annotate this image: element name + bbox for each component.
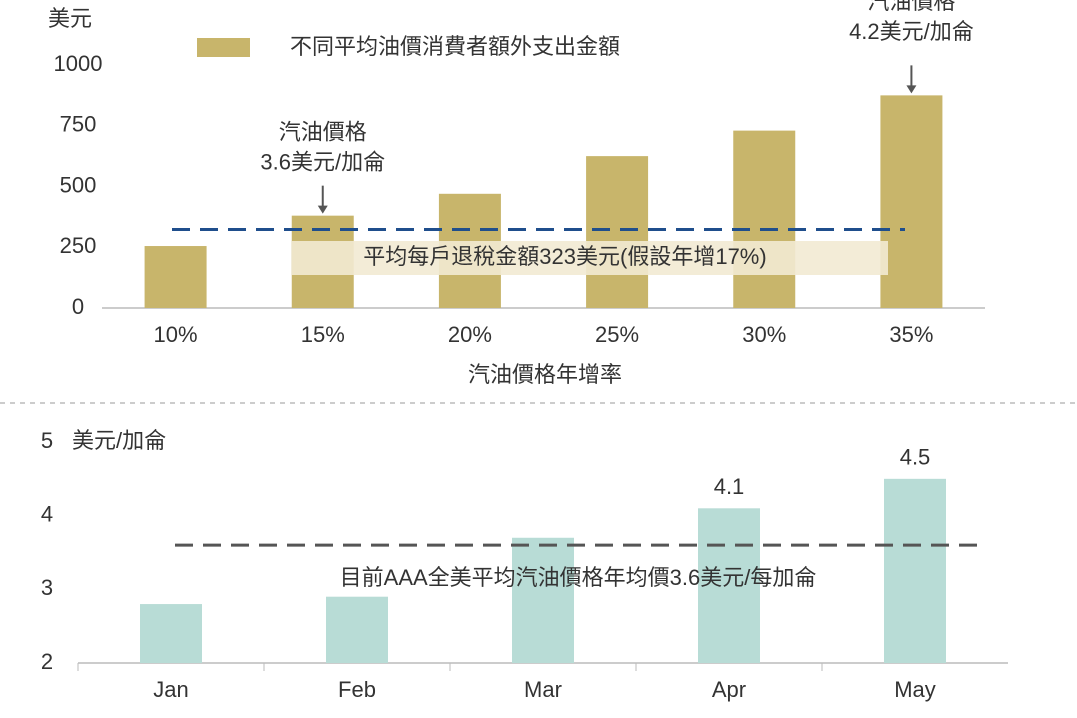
annotation-arrowhead	[906, 85, 917, 94]
value-label: 4.5	[900, 445, 931, 470]
y-axis-label: 美元	[48, 6, 92, 31]
annotation-arrowhead	[317, 205, 328, 214]
y-tick-label: 3	[41, 575, 53, 600]
legend-swatch	[197, 38, 250, 57]
x-tick-label: Apr	[712, 677, 746, 702]
bar	[880, 95, 943, 308]
y-tick-label: 0	[72, 294, 84, 319]
x-tick-label: Feb	[338, 677, 376, 702]
y-tick-label: 1000	[54, 51, 103, 76]
bar	[586, 156, 649, 308]
bar	[698, 508, 760, 663]
bar	[884, 478, 946, 663]
x-tick-label: 30%	[742, 322, 786, 347]
y-tick-label: 5	[41, 428, 53, 453]
legend-label: 不同平均油價消費者額外支出金額	[290, 34, 620, 59]
reference-label: 目前AAA全美平均汽油價格年均價3.6美元/每加侖	[340, 565, 817, 590]
reference-label-bg	[292, 241, 888, 275]
y-tick-label: 4	[41, 501, 53, 526]
annotation: 汽油價格	[867, 0, 955, 14]
bar	[326, 596, 388, 663]
x-axis-label: 汽油價格年增率	[468, 362, 622, 387]
value-label: 4.1	[714, 474, 745, 499]
x-tick-label: 15%	[301, 322, 345, 347]
y-tick-label: 500	[60, 172, 97, 197]
y-tick-label: 250	[60, 233, 97, 258]
reference-label: 平均每戶退稅金額323美元(假設年增17%)	[363, 244, 766, 269]
x-tick-label: Mar	[524, 677, 562, 702]
bar	[144, 246, 207, 308]
annotation: 汽油價格	[279, 119, 367, 144]
bar	[140, 604, 202, 663]
x-tick-label: 25%	[595, 322, 639, 347]
x-tick-label: Jan	[153, 677, 188, 702]
y-axis-label: 美元/加侖	[72, 428, 166, 453]
bar	[512, 537, 574, 663]
annotation: 4.2美元/加侖	[849, 19, 974, 44]
x-tick-label: 35%	[889, 322, 933, 347]
x-tick-label: May	[894, 677, 936, 702]
x-tick-label: 10%	[154, 322, 198, 347]
y-tick-label: 750	[60, 112, 97, 137]
annotation: 3.6美元/加侖	[260, 149, 385, 174]
x-tick-label: 20%	[448, 322, 492, 347]
bar	[733, 130, 796, 308]
y-tick-label: 2	[41, 649, 53, 674]
